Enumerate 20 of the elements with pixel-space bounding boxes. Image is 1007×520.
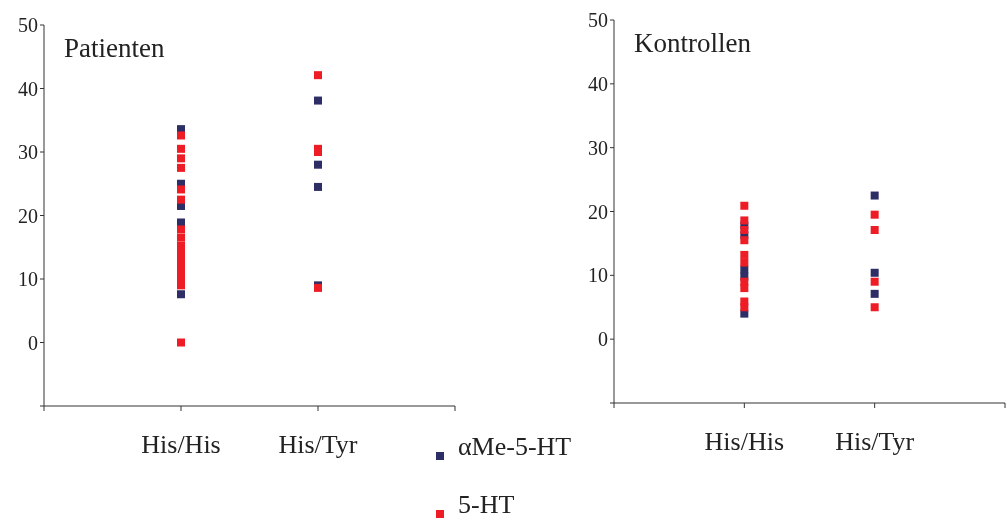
x-tick-label: His/Tyr [835,427,915,457]
y-tick-label: 30 [588,136,608,159]
x-tick-label: His/His [704,427,785,457]
legend-label: αMe-5-HT [458,432,572,462]
y-tick-label: 40 [588,72,608,95]
chart-title: Patienten [64,33,165,64]
y-tick-label: 0 [598,328,608,351]
x-tick-label: His/His [141,430,221,460]
y-tick-label: 10 [18,268,38,291]
y-tick-label: 20 [588,200,608,223]
chart-title: Kontrollen [634,28,751,59]
y-tick-label: 10 [588,264,608,287]
y-tick-label: 20 [18,204,38,227]
y-tick-label: 30 [18,141,38,164]
y-tick-label: 50 [588,9,608,32]
y-tick-label: 50 [18,14,38,37]
legend-label: 5-HT [458,490,515,520]
x-tick-label: His/Tyr [278,430,358,460]
y-tick-label: 40 [18,77,38,100]
y-tick-label: 0 [28,331,38,354]
